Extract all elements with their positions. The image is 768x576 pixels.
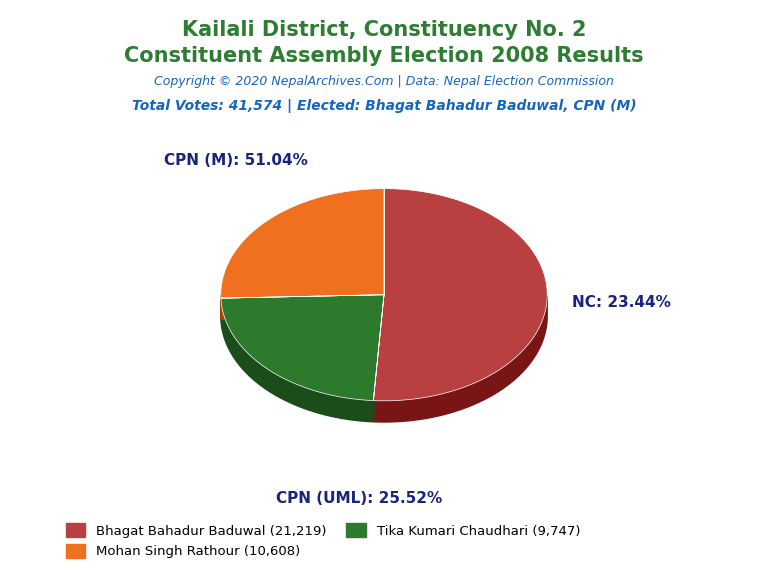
Polygon shape xyxy=(221,298,373,422)
Legend: Bhagat Bahadur Baduwal (21,219), Mohan Singh Rathour (10,608), Tika Kumari Chaud: Bhagat Bahadur Baduwal (21,219), Mohan S… xyxy=(61,518,585,564)
Text: Total Votes: 41,574 | Elected: Bhagat Bahadur Baduwal, CPN (M): Total Votes: 41,574 | Elected: Bhagat Ba… xyxy=(131,99,637,113)
Polygon shape xyxy=(221,295,384,319)
Polygon shape xyxy=(221,295,384,400)
Polygon shape xyxy=(373,295,384,422)
Polygon shape xyxy=(221,189,384,298)
Text: Copyright © 2020 NepalArchives.Com | Data: Nepal Election Commission: Copyright © 2020 NepalArchives.Com | Dat… xyxy=(154,75,614,88)
Polygon shape xyxy=(373,297,547,422)
Polygon shape xyxy=(221,295,384,319)
Polygon shape xyxy=(373,295,384,422)
Text: CPN (M): 51.04%: CPN (M): 51.04% xyxy=(164,153,307,168)
Text: NC: 23.44%: NC: 23.44% xyxy=(571,295,670,310)
Text: Kailali District, Constituency No. 2: Kailali District, Constituency No. 2 xyxy=(182,20,586,40)
Polygon shape xyxy=(373,189,547,401)
Text: CPN (UML): 25.52%: CPN (UML): 25.52% xyxy=(276,491,442,506)
Text: Constituent Assembly Election 2008 Results: Constituent Assembly Election 2008 Resul… xyxy=(124,46,644,66)
